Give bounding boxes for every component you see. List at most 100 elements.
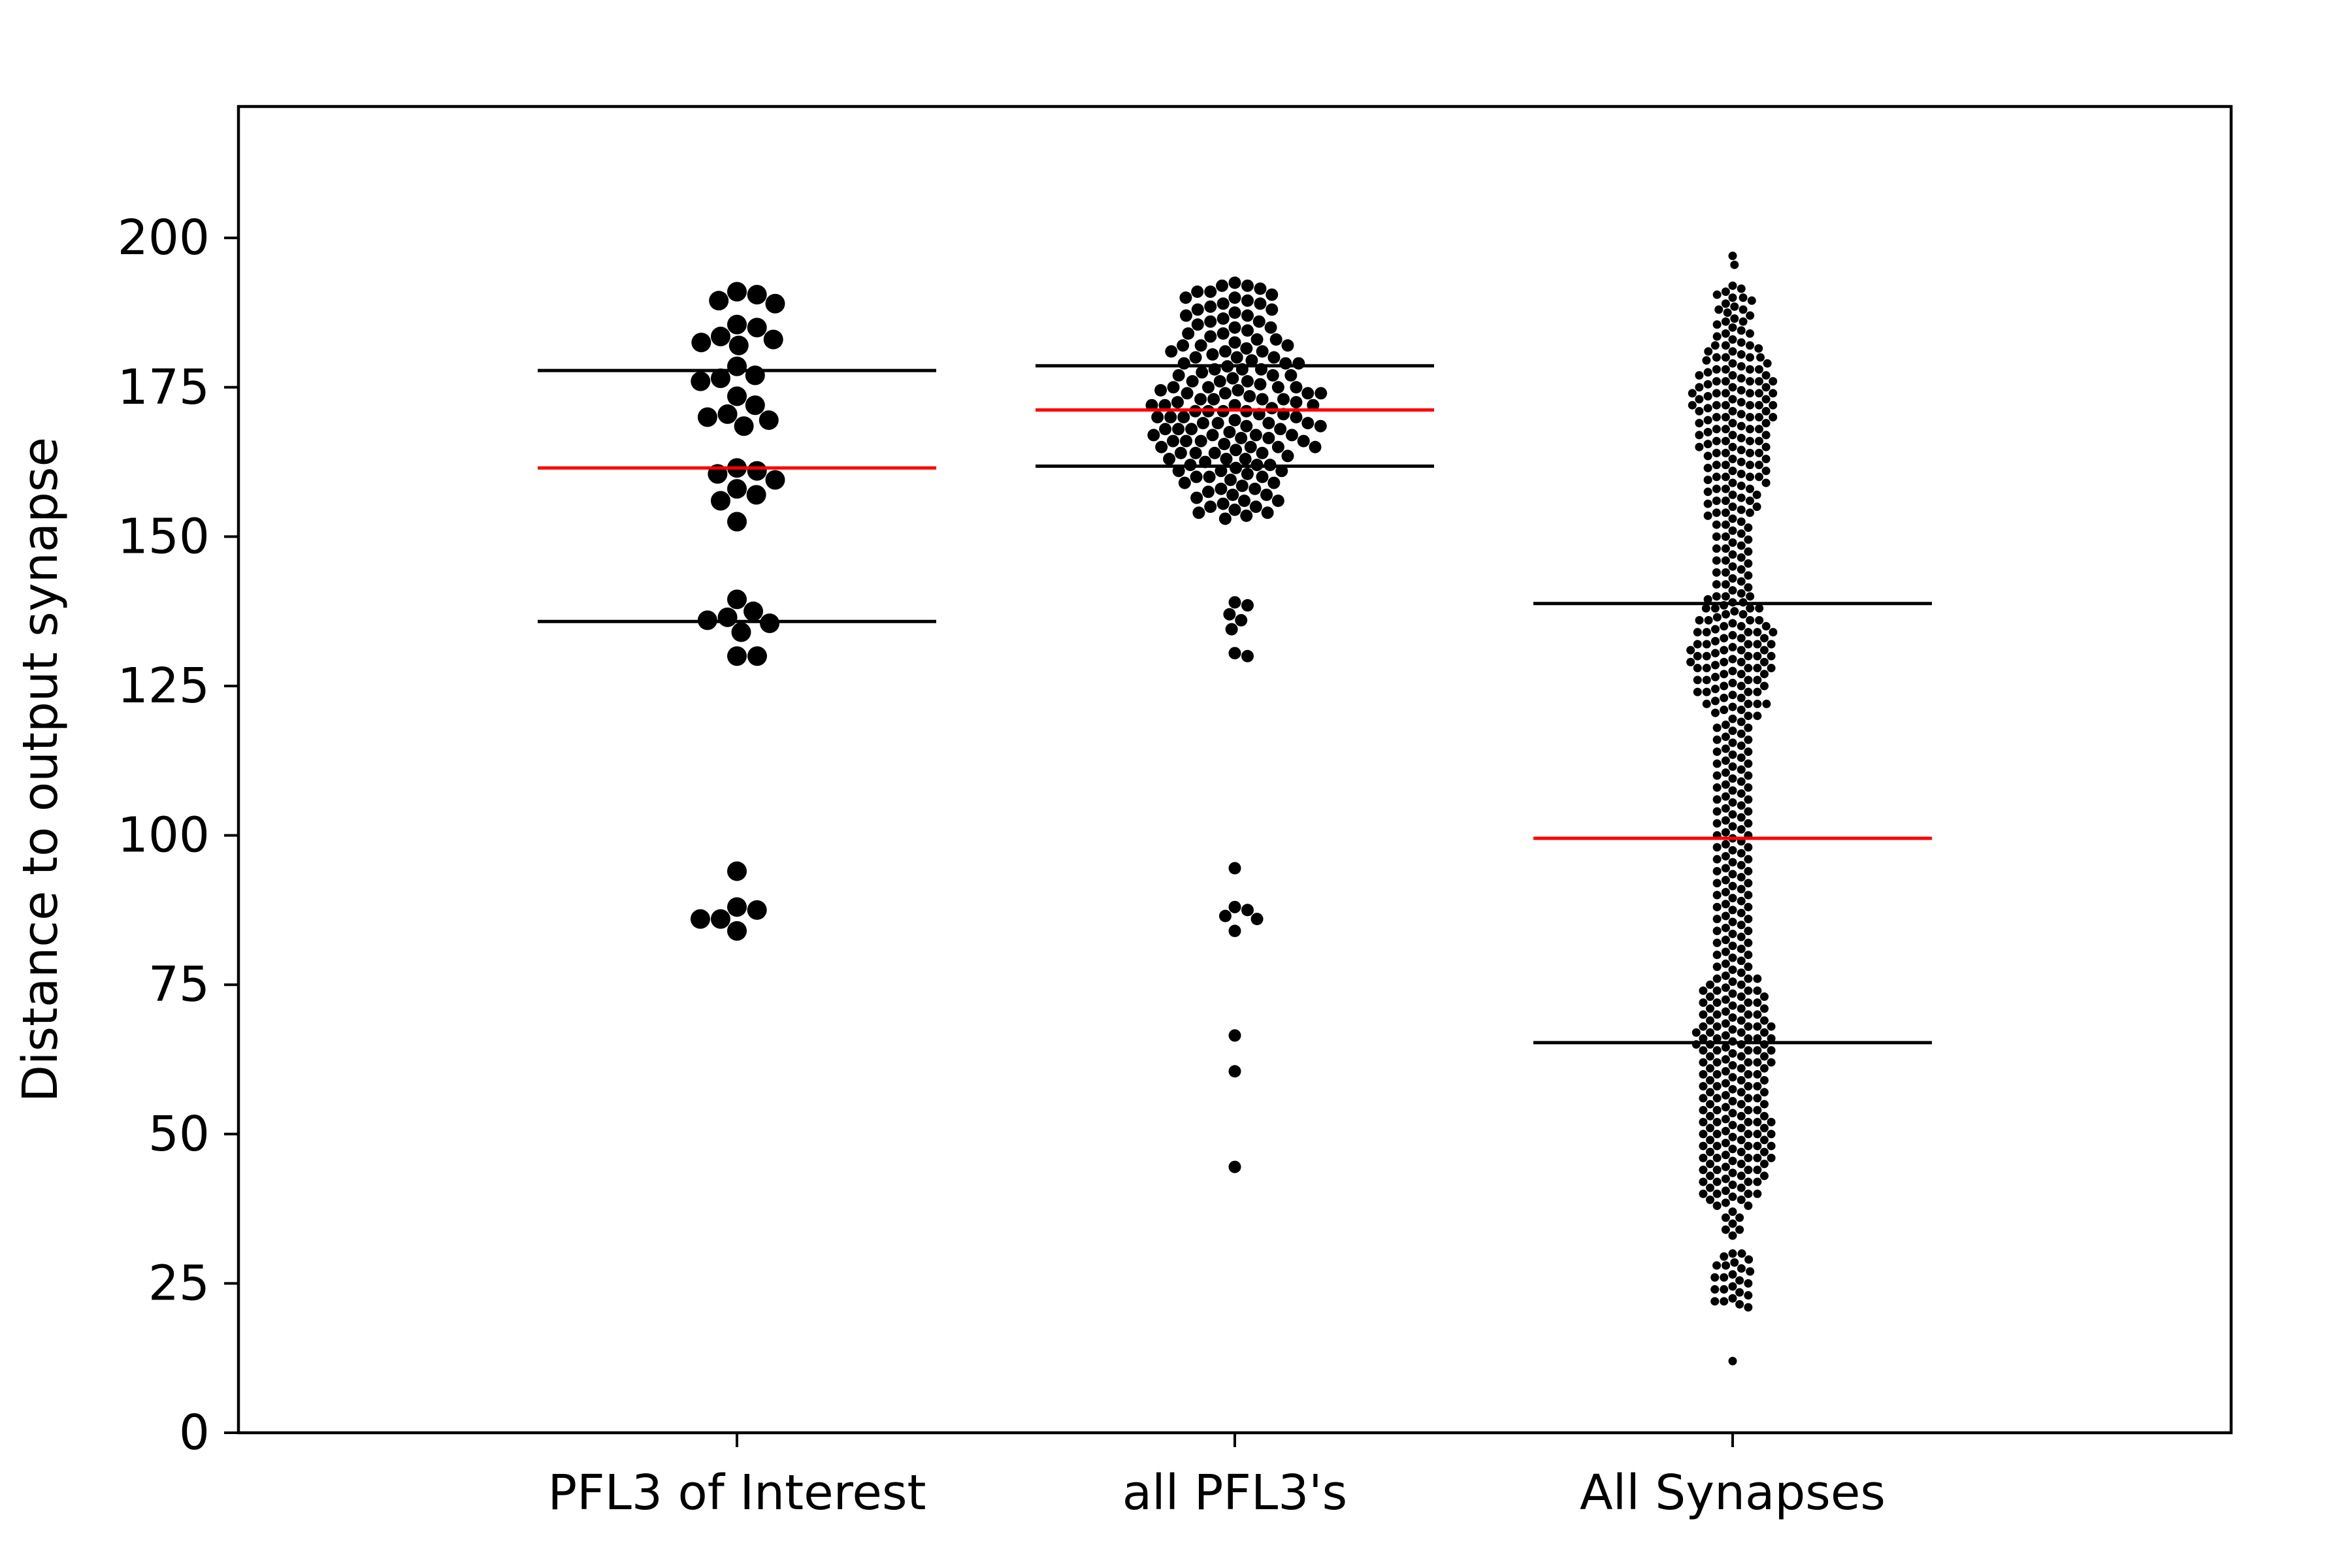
data-point <box>1737 1088 1746 1097</box>
data-point <box>1735 1225 1744 1234</box>
data-point <box>1745 497 1754 506</box>
data-point <box>1702 699 1711 708</box>
data-point <box>1712 497 1721 506</box>
data-point <box>1728 1061 1737 1070</box>
data-point <box>690 909 710 929</box>
data-point <box>1712 1022 1722 1031</box>
data-point <box>1693 664 1702 673</box>
data-point <box>1767 1034 1776 1043</box>
data-point <box>1737 1100 1746 1109</box>
data-point <box>1239 453 1252 466</box>
data-point <box>1737 469 1746 478</box>
data-point <box>1244 440 1257 453</box>
data-point <box>1706 1183 1715 1192</box>
data-point <box>1712 1130 1722 1139</box>
data-point <box>1721 828 1730 837</box>
data-point <box>1230 461 1243 474</box>
data-point <box>1746 592 1755 601</box>
data-point <box>1744 938 1753 947</box>
data-point <box>745 365 765 385</box>
data-point <box>1728 929 1737 938</box>
data-point <box>1744 523 1753 532</box>
data-point <box>1728 881 1737 890</box>
data-point <box>1739 293 1748 302</box>
data-point <box>1737 885 1746 894</box>
data-point <box>1728 643 1737 652</box>
data-point <box>1267 476 1281 489</box>
data-point <box>1721 875 1730 885</box>
data-point <box>1703 476 1712 485</box>
data-point <box>1753 998 1762 1007</box>
data-points <box>690 252 1778 1365</box>
data-point <box>1744 986 1753 995</box>
data-point <box>1297 434 1310 448</box>
data-point <box>1274 423 1287 436</box>
data-point <box>1737 505 1746 514</box>
data-point <box>1262 432 1275 444</box>
data-point <box>1720 634 1729 643</box>
data-point <box>1759 1016 1769 1025</box>
y-axis: 0 25 50 75 100 125 150 175 200 <box>118 210 238 1461</box>
data-point <box>1203 470 1216 483</box>
data-point <box>1721 1213 1730 1222</box>
data-point <box>1201 485 1215 498</box>
data-point <box>1721 377 1730 386</box>
data-point <box>1712 1177 1722 1186</box>
data-point <box>1744 926 1753 936</box>
data-point <box>1753 986 1762 995</box>
data-point <box>743 601 764 621</box>
data-point <box>1753 1094 1762 1103</box>
data-point <box>1737 517 1746 527</box>
data-point <box>1712 879 1722 888</box>
data-point <box>747 900 767 920</box>
data-point <box>1745 461 1754 470</box>
data-point <box>1721 580 1730 589</box>
data-point <box>1712 1201 1722 1211</box>
data-point <box>1745 400 1754 410</box>
data-point <box>1307 399 1320 412</box>
data-point <box>763 329 783 350</box>
data-point <box>1721 1007 1730 1016</box>
data-point <box>1745 472 1754 482</box>
data-point <box>1728 1294 1737 1303</box>
data-point <box>1269 333 1282 346</box>
data-point <box>1712 819 1722 828</box>
data-point <box>765 470 785 490</box>
data-point <box>1250 333 1264 346</box>
data-point <box>1744 1046 1753 1055</box>
data-point <box>1721 412 1730 421</box>
data-point <box>1744 1058 1753 1067</box>
data-point <box>1712 998 1722 1007</box>
data-point <box>1737 1028 1746 1037</box>
data-point <box>1728 370 1737 380</box>
data-point <box>1728 702 1737 711</box>
data-point <box>1711 661 1720 670</box>
data-point <box>1196 417 1209 430</box>
data-point <box>1730 260 1739 269</box>
data-point <box>1699 1010 1708 1019</box>
data-point <box>1213 375 1226 388</box>
data-point <box>1695 406 1704 416</box>
data-point <box>1206 348 1219 361</box>
data-point <box>1151 410 1164 423</box>
data-point <box>727 282 747 302</box>
data-point <box>1759 1004 1769 1013</box>
data-point <box>1721 317 1730 326</box>
data-point <box>1737 541 1746 550</box>
data-point <box>1730 1258 1739 1267</box>
data-point <box>1712 843 1722 852</box>
data-point <box>1737 410 1746 419</box>
data-point <box>1721 329 1730 338</box>
data-point <box>1706 1160 1715 1169</box>
data-point <box>1241 324 1254 337</box>
data-point <box>1763 359 1772 368</box>
data-point <box>727 512 747 532</box>
data-point <box>1691 1028 1701 1037</box>
data-point <box>1737 765 1746 774</box>
data-point <box>1744 783 1753 792</box>
data-point <box>1693 628 1702 637</box>
data-point <box>1163 453 1176 466</box>
data-point <box>1721 472 1730 482</box>
data-point <box>1711 672 1720 681</box>
data-point <box>1744 640 1753 649</box>
